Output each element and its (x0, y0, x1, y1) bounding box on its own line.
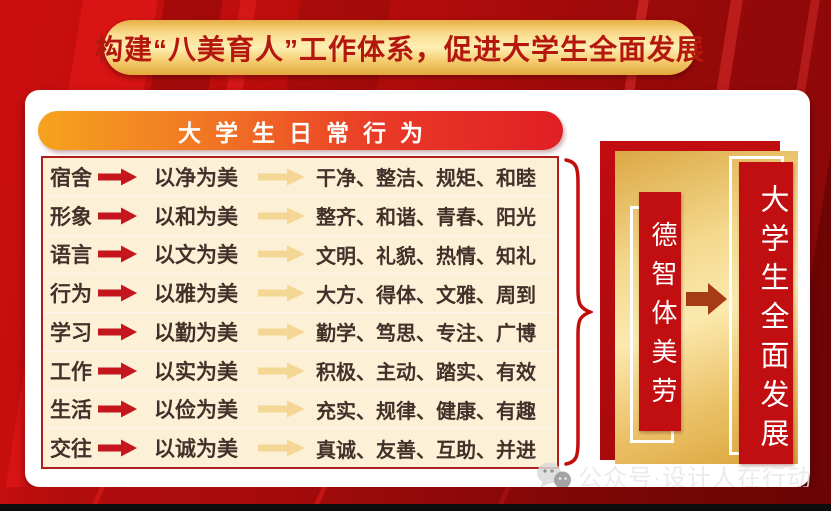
red-arrow-icon (98, 245, 154, 263)
title-banner: 构建“八美育人”工作体系，促进大学生全面发展 (95, 20, 704, 75)
row-traits-text: 干净、整洁、规矩、和睦 (316, 168, 536, 191)
table-row: 工作 以实为美 积极、主动、踏实、有效 (43, 350, 557, 390)
gold-arrow-icon (258, 284, 316, 302)
table-row: 形象 以和为美 整齐、和谐、青春、阳光 (43, 195, 557, 235)
row-principle-label: 以诚为美 (154, 437, 238, 462)
row-area-label: 交往 (50, 437, 92, 462)
bottom-black-bar (0, 504, 831, 511)
row-traits-text: 文明、礼貌、热情、知礼 (316, 245, 536, 268)
row-area-label: 宿舍 (50, 165, 92, 190)
wechat-icon (536, 461, 572, 491)
table-row: 宿舍 以净为美 干净、整洁、规矩、和睦 (43, 158, 557, 196)
row-traits-text: 大方、得体、文雅、周到 (316, 284, 536, 307)
red-arrow-icon (98, 284, 154, 302)
brace-icon (563, 157, 595, 472)
behavior-table: 宿舍 以净为美 干净、整洁、规矩、和睦 形象 以和为美 (41, 156, 559, 469)
red-arrow-icon (98, 207, 154, 225)
gold-arrow-icon (258, 245, 316, 263)
gold-arrow-icon (258, 207, 316, 225)
row-principle-label: 以俭为美 (154, 398, 238, 423)
row-traits-text: 真诚、友善、互助、并进 (316, 439, 536, 462)
title-text: 构建“八美育人”工作体系，促进大学生全面发展 (95, 33, 706, 65)
row-principle-label: 以勤为美 (154, 320, 238, 345)
gold-arrow-icon (258, 439, 316, 457)
row-principle-label: 以文为美 (154, 243, 238, 268)
row-area-label: 形象 (50, 204, 92, 229)
floor-segment (496, 487, 513, 504)
table-row: 行为 以雅为美 大方、得体、文雅、周到 (43, 273, 557, 312)
left-ribbon-text: 德智体美劳 (648, 221, 677, 416)
row-principle-label: 以实为美 (154, 359, 238, 384)
floor-decoration (0, 487, 831, 504)
row-traits-text: 整齐、和谐、青春、阳光 (316, 207, 536, 230)
table-row: 生活 以俭为美 充实、规律、健康、有趣 (43, 389, 557, 429)
row-area-label: 生活 (50, 398, 92, 423)
row-principle-label: 以和为美 (154, 204, 238, 229)
red-arrow-icon (98, 323, 154, 341)
table-row: 语言 以文为美 文明、礼貌、热情、知礼 (43, 234, 557, 274)
table-row: 交往 以诚为美 真诚、友善、互助、并进 (43, 428, 557, 467)
row-principle-label: 以净为美 (154, 165, 238, 190)
right-arrow-icon (686, 283, 728, 320)
right-ribbon-text: 大学生全面发展 (756, 183, 788, 457)
card-header-text: 大学生日常行为 (178, 119, 437, 146)
row-traits-text: 勤学、笃思、专注、广博 (316, 323, 536, 346)
row-principle-label: 以雅为美 (154, 282, 238, 307)
row-area-label: 行为 (50, 282, 92, 307)
row-traits-text: 充实、规律、健康、有趣 (316, 400, 536, 423)
red-arrow-icon (98, 400, 154, 418)
card-header-banner: 大学生日常行为 (38, 111, 563, 150)
gold-arrow-icon (258, 168, 316, 186)
gold-arrow-icon (258, 323, 316, 341)
gold-arrow-icon (258, 362, 316, 380)
row-area-label: 工作 (50, 359, 92, 384)
red-arrow-icon (98, 362, 154, 380)
table-row: 学习 以勤为美 勤学、笃思、专注、广博 (43, 312, 557, 351)
red-arrow-icon (98, 168, 154, 186)
row-area-label: 学习 (50, 320, 92, 345)
row-area-label: 语言 (50, 243, 92, 268)
left-ribbon: 德智体美劳 (639, 192, 681, 431)
row-traits-text: 积极、主动、踏实、有效 (316, 362, 536, 385)
floor-segment (90, 487, 107, 504)
gold-arrow-icon (258, 400, 316, 418)
right-ribbon: 大学生全面发展 (739, 162, 793, 464)
red-arrow-icon (98, 439, 154, 457)
floor-segment (312, 487, 329, 504)
